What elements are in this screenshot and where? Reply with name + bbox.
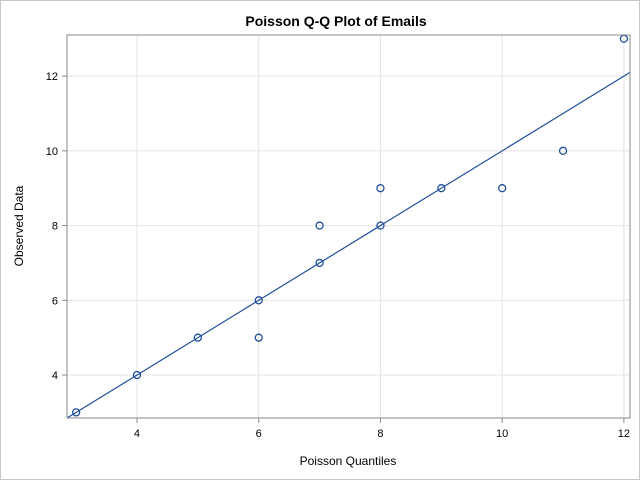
y-axis-label: Observed Data — [12, 185, 26, 266]
y-tick-label: 10 — [46, 146, 58, 158]
data-point — [376, 184, 385, 193]
data-point — [498, 184, 507, 193]
x-axis-ticks: 4 6 8 10 12 — [134, 418, 630, 440]
chart-title: Poisson Q-Q Plot of Emails — [245, 13, 426, 29]
data-point — [71, 408, 81, 417]
x-tick-label: 10 — [496, 428, 508, 440]
data-point — [132, 370, 142, 380]
data-point — [193, 333, 203, 342]
y-tick-label: 12 — [46, 71, 58, 83]
grid-lines — [67, 35, 630, 418]
reference-line-group — [66, 71, 631, 419]
y-tick-label: 8 — [52, 221, 58, 233]
data-point — [558, 146, 568, 155]
plot-frame — [66, 34, 631, 419]
y-axis-ticks: 4 6 8 10 12 — [46, 71, 67, 382]
y-tick-label: 4 — [52, 370, 58, 382]
x-tick-label: 8 — [377, 428, 383, 440]
y-tick-label: 6 — [52, 295, 58, 307]
x-tick-label: 12 — [618, 428, 630, 440]
data-point — [254, 296, 263, 305]
data-point — [254, 333, 263, 342]
data-points — [71, 34, 629, 417]
data-point — [315, 221, 324, 230]
data-point — [376, 221, 385, 230]
x-axis-label: Poisson Quantiles — [300, 454, 397, 468]
x-tick-label: 6 — [256, 428, 262, 440]
x-tick-label: 4 — [134, 428, 140, 440]
data-point — [315, 258, 324, 268]
data-point — [437, 184, 446, 193]
reference-line — [66, 71, 631, 419]
